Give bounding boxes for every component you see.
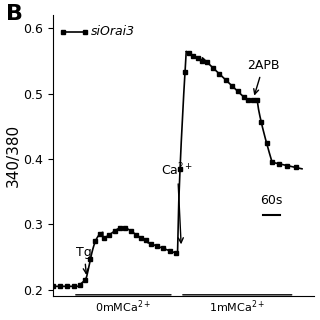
Text: 2APB: 2APB [247, 59, 280, 94]
Y-axis label: 340/380: 340/380 [5, 124, 20, 187]
Text: siOrai3: siOrai3 [90, 25, 134, 38]
Text: Tg: Tg [76, 246, 92, 274]
Text: B: B [6, 4, 23, 24]
Text: 60s: 60s [260, 194, 283, 207]
Text: 0mMCa$^{2+}$: 0mMCa$^{2+}$ [95, 298, 151, 315]
Text: 1mMCa$^{2+}$: 1mMCa$^{2+}$ [209, 298, 265, 315]
Text: Ca$^{2+}$: Ca$^{2+}$ [162, 162, 194, 243]
